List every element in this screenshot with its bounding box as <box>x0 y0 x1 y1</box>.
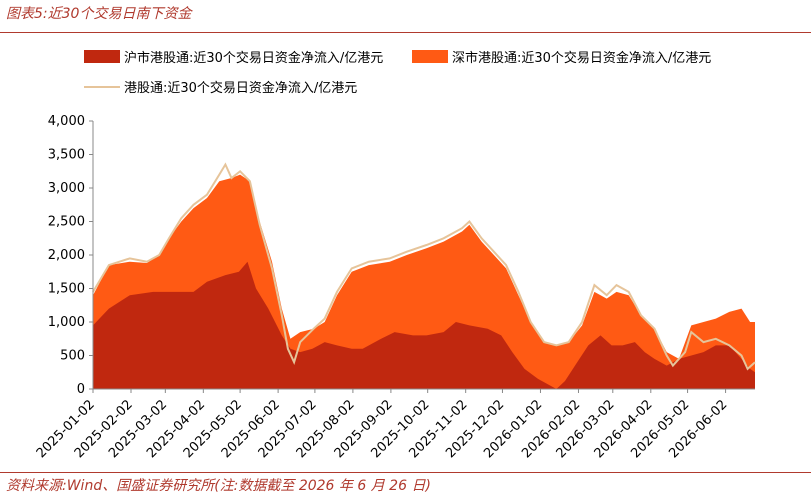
legend-label-total: 港股通:近30个交易日资金净流入/亿港元 <box>124 81 358 96</box>
legend-swatch-sz <box>412 50 448 63</box>
legend-label-sz: 深市港股通:近30个交易日资金净流入/亿港元 <box>452 51 712 66</box>
y-tick-label: 2,500 <box>48 215 85 230</box>
y-tick-label: 1,000 <box>48 315 85 330</box>
y-tick-label: 0 <box>77 382 85 397</box>
y-tick-label: 2,000 <box>48 248 85 263</box>
y-tick-label: 4,000 <box>48 114 85 129</box>
legend-item-sh: 沪市港股通:近30个交易日资金净流入/亿港元 <box>84 47 383 66</box>
top-divider <box>0 32 811 33</box>
series-area-sh <box>93 261 755 389</box>
legend-item-sz: 深市港股通:近30个交易日资金净流入/亿港元 <box>412 47 711 66</box>
y-tick-label: 500 <box>60 349 85 364</box>
y-tick-label: 1,500 <box>48 282 85 297</box>
legend-swatch-sh <box>84 50 120 63</box>
y-tick-label: 3,000 <box>48 181 85 196</box>
legend-swatch-total <box>84 85 120 88</box>
legend-label-sh: 沪市港股通:近30个交易日资金净流入/亿港元 <box>124 51 384 66</box>
series-line-total <box>92 162 756 371</box>
southbound-flow-chart: 05001,0001,5002,0002,5003,0003,5004,0002… <box>34 114 756 461</box>
bottom-divider <box>0 472 811 473</box>
legend-item-total: 港股通:近30个交易日资金净流入/亿港元 <box>84 77 357 96</box>
source-note: 资料来源:Wind、国盛证券研究所(注:数据截至 2026 年 6 月 26 日… <box>6 478 431 494</box>
y-tick-label: 3,500 <box>48 148 85 163</box>
chart-title: 图表5:近30个交易日南下资金 <box>6 6 192 22</box>
